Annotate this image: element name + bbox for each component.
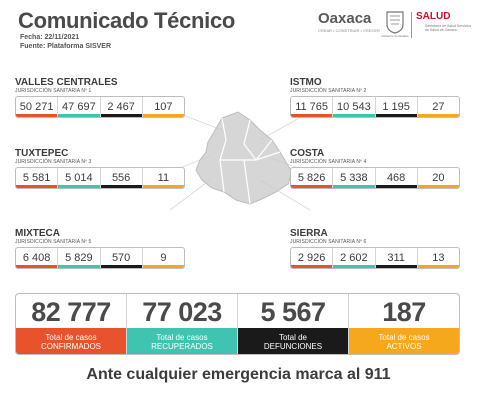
- region-jurisdiction: JURISDICCIÓN SANITARIA Nº 5: [15, 239, 92, 245]
- region-name: VALLES CENTRALES: [15, 77, 118, 88]
- region-stats: 6 408 5 829 570 9: [15, 247, 185, 269]
- recovered-count: 47 697: [58, 97, 101, 117]
- region-sierra: SIERRA JURISDICCIÓN SANITARIA Nº 6 2 926…: [290, 229, 460, 269]
- total-recovered-value: 77 023: [142, 297, 222, 327]
- label-line-1: Total de: [278, 333, 308, 342]
- region-stats: 5 581 5 014 556 11: [15, 167, 185, 189]
- region-name: SIERRA: [290, 228, 328, 239]
- deaths-count: 570: [100, 248, 143, 268]
- total-deaths-label: Total de DEFUNCIONES: [238, 328, 348, 354]
- oaxaca-tagline: CREAR • CONSTRUIR • CRECER: [318, 28, 380, 33]
- oaxaca-logo-text: Oaxaca: [318, 10, 372, 27]
- label-line-2: CONFIRMADOS: [41, 342, 101, 351]
- label-line-2: ACTIVOS: [386, 342, 422, 351]
- label-line-1: Total de casos: [156, 333, 208, 342]
- label-line-1: Total de casos: [378, 333, 430, 342]
- recovered-count: 5 338: [333, 168, 376, 188]
- state-totals: 82 777 Total de casos CONFIRMADOS 77 023…: [15, 293, 460, 355]
- confirmed-count: 2 926: [291, 248, 334, 268]
- confirmed-count: 5 581: [16, 168, 59, 188]
- oaxaca-state-map: [169, 109, 311, 211]
- deaths-count: 311: [375, 248, 418, 268]
- active-count: 107: [142, 97, 184, 117]
- deaths-count: 468: [375, 168, 418, 188]
- region-jurisdiction: JURISDICCIÓN SANITARIA Nº 4: [290, 159, 367, 165]
- active-count: 13: [417, 248, 459, 268]
- total-active-label: Total de casos ACTIVOS: [349, 328, 459, 354]
- region-name: COSTA: [290, 148, 325, 159]
- region-stats: 11 765 10 543 1 195 27: [290, 96, 460, 118]
- active-count: 27: [417, 97, 459, 117]
- region-stats: 5 826 5 338 468 20: [290, 167, 460, 189]
- recovered-count: 2 602: [333, 248, 376, 268]
- total-active-value: 187: [382, 297, 426, 327]
- total-confirmed-label: Total de casos CONFIRMADOS: [16, 328, 126, 354]
- label-line-2: DEFUNCIONES: [263, 342, 323, 351]
- page-title: Comunicado Técnico: [18, 8, 236, 33]
- label-line-2: RECUPERADOS: [151, 342, 213, 351]
- region-jurisdiction: JURISDICCIÓN SANITARIA Nº 2: [290, 88, 367, 94]
- report-date: Fecha: 22/11/2021: [20, 34, 80, 41]
- map-outline: [195, 111, 293, 205]
- total-active: 187 Total de casos ACTIVOS: [349, 294, 459, 354]
- region-jurisdiction: JURISDICCIÓN SANITARIA Nº 1: [15, 88, 92, 94]
- region-tuxtepec: TUXTEPEC JURISDICCIÓN SANITARIA Nº 3 5 5…: [15, 149, 185, 189]
- region-name: MIXTECA: [15, 228, 60, 239]
- total-deaths-value: 5 567: [260, 297, 326, 327]
- recovered-count: 5 829: [58, 248, 101, 268]
- confirmed-count: 50 271: [16, 97, 59, 117]
- total-recovered: 77 023 Total de casos RECUPERADOS: [127, 294, 238, 354]
- region-jurisdiction: JURISDICCIÓN SANITARIA Nº 6: [290, 239, 367, 245]
- active-count: 20: [417, 168, 459, 188]
- salud-subtitle: Secretaría de Salud Servicios de Salud d…: [425, 24, 472, 32]
- region-name: TUXTEPEC: [15, 148, 69, 159]
- label-line-1: Total de casos: [45, 333, 97, 342]
- data-source: Fuente: Plataforma SISVER: [20, 43, 112, 50]
- deaths-count: 1 195: [375, 97, 418, 117]
- map-connector-lines: [169, 109, 311, 211]
- region-costa: COSTA JURISDICCIÓN SANITARIA Nº 4 5 826 …: [290, 149, 460, 189]
- region-istmo: ISTMO JURISDICCIÓN SANITARIA Nº 2 11 765…: [290, 78, 460, 118]
- recovered-count: 5 014: [58, 168, 101, 188]
- oaxaca-logo: Oaxaca: [318, 10, 371, 27]
- confirmed-count: 6 408: [16, 248, 59, 268]
- region-name: ISTMO: [290, 77, 322, 88]
- seal-caption: Gobierno del Estado: [381, 34, 409, 38]
- region-stats: 2 926 2 602 311 13: [290, 247, 460, 269]
- region-valles-centrales: VALLES CENTRALES JURISDICCIÓN SANITARIA …: [15, 78, 185, 118]
- active-count: 11: [142, 168, 184, 188]
- total-confirmed-value: 82 777: [31, 297, 111, 327]
- region-mixteca: MIXTECA JURISDICCIÓN SANITARIA Nº 5 6 40…: [15, 229, 185, 269]
- region-jurisdiction: JURISDICCIÓN SANITARIA Nº 3: [15, 159, 92, 165]
- logo-divider: [411, 12, 412, 38]
- recovered-count: 10 543: [333, 97, 376, 117]
- total-confirmed: 82 777 Total de casos CONFIRMADOS: [16, 294, 127, 354]
- deaths-count: 2 467: [100, 97, 143, 117]
- active-count: 9: [142, 248, 184, 268]
- emergency-notice: Ante cualquier emergencia marca al 911: [86, 366, 391, 383]
- total-recovered-label: Total de casos RECUPERADOS: [127, 328, 237, 354]
- region-stats: 50 271 47 697 2 467 107: [15, 96, 185, 118]
- state-seal-icon: [386, 11, 404, 34]
- map-divisions: [219, 117, 281, 205]
- salud-logo: SALUD: [416, 11, 451, 22]
- deaths-count: 556: [100, 168, 143, 188]
- confirmed-count: 11 765: [291, 97, 334, 117]
- confirmed-count: 5 826: [291, 168, 334, 188]
- total-deaths: 5 567 Total de DEFUNCIONES: [238, 294, 349, 354]
